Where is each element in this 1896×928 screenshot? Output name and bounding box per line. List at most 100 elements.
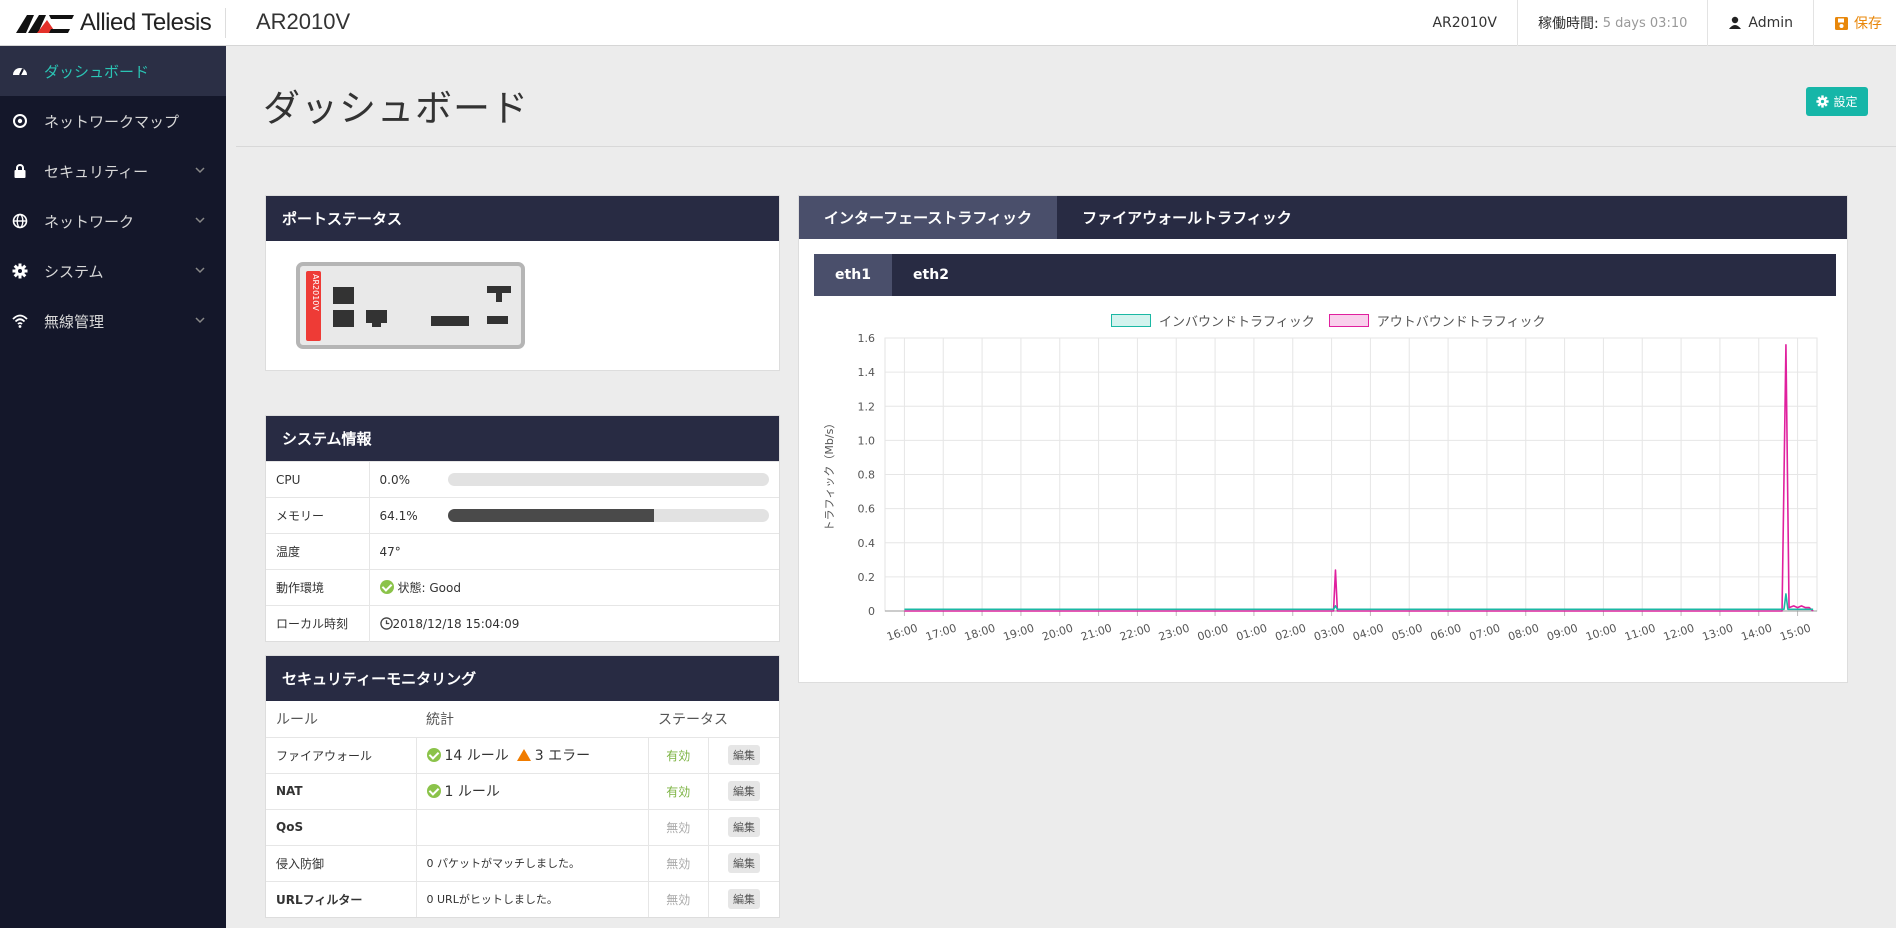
rule-name: QoS xyxy=(266,808,416,845)
sidebar-item-label: ネットワークマップ xyxy=(44,112,180,131)
allied-telesis-logo-icon xyxy=(16,15,74,33)
table-header: ルール 統計 ステータス xyxy=(266,701,779,737)
chevron-down-icon xyxy=(195,317,205,324)
legend-label-outbound: アウトバウンドトラフィック xyxy=(1376,315,1546,330)
x-tick-label: 10:00 xyxy=(1584,621,1618,643)
col-status: ステータス xyxy=(658,711,728,728)
status-badge: 有効 xyxy=(647,736,709,773)
gear-icon xyxy=(1816,95,1830,108)
x-tick-label: 01:00 xyxy=(1235,621,1269,643)
x-tick-label: 16:00 xyxy=(885,621,919,643)
x-tick-label: 06:00 xyxy=(1429,621,1463,643)
y-tick-label: 0 xyxy=(868,605,875,618)
sidebar-item-network[interactable]: ネットワーク xyxy=(0,196,226,246)
sidebar-item-system[interactable]: システム xyxy=(0,246,226,296)
panel-title: システム情報 xyxy=(266,416,779,461)
table-row: 温度 47° xyxy=(266,533,779,570)
series-line-outbound xyxy=(904,344,1814,612)
edit-button[interactable]: 編集 xyxy=(727,853,760,873)
tab-interface-traffic[interactable]: インターフェーストラフィック xyxy=(799,196,1058,239)
port[interactable] xyxy=(333,310,354,327)
x-tick-label: 21:00 xyxy=(1079,621,1113,643)
legend-swatch-inbound[interactable] xyxy=(1111,314,1151,327)
security-monitoring-panel: セキュリティーモニタリング ルール 統計 ステータス ファイアウォール 14 ル… xyxy=(265,655,780,918)
x-tick-label: 14:00 xyxy=(1740,621,1774,643)
sidebar-item-label: システム xyxy=(44,262,104,281)
status-badge: 無効 xyxy=(647,880,709,917)
port[interactable] xyxy=(487,286,511,293)
y-tick-label: 0.8 xyxy=(858,469,876,482)
save-icon xyxy=(1835,16,1848,30)
rule-count: 1 ルール xyxy=(444,784,500,800)
x-tick-label: 13:00 xyxy=(1701,621,1735,643)
device-name: AR2010V xyxy=(1412,0,1517,46)
user-icon xyxy=(1729,16,1742,29)
x-tick-label: 07:00 xyxy=(1468,621,1502,643)
edit-button[interactable]: 編集 xyxy=(727,745,760,765)
sidebar-item-label: セキュリティー xyxy=(44,162,149,181)
edit-cell: 編集 xyxy=(707,844,779,881)
x-tick-label: 19:00 xyxy=(1002,621,1036,643)
x-tick-label: 12:00 xyxy=(1662,621,1696,643)
col-rule: ルール xyxy=(276,711,318,728)
local-time-value: 2018/12/18 15:04:09 xyxy=(369,605,779,642)
edit-cell: 編集 xyxy=(707,772,779,809)
port[interactable] xyxy=(431,316,469,326)
device-name-text: AR2010V xyxy=(1432,15,1497,31)
x-tick-label: 11:00 xyxy=(1623,621,1657,643)
device-label: AR2010V xyxy=(311,274,320,311)
warning-icon xyxy=(516,749,531,761)
rule-stats: 0 パケットがマッチしました。 xyxy=(415,844,648,881)
y-tick-label: 0.6 xyxy=(858,503,876,516)
rule-name: URLフィルター xyxy=(266,880,416,917)
environment-label: 動作環境 xyxy=(266,569,370,606)
chevron-down-icon xyxy=(195,267,205,274)
table-row: 動作環境 状態: Good xyxy=(266,569,779,606)
user-menu[interactable]: Admin xyxy=(1707,0,1813,46)
device-brand-strip xyxy=(306,271,321,341)
globe-icon xyxy=(12,213,28,229)
port[interactable] xyxy=(366,310,387,323)
rule-stats: 1 ルール xyxy=(415,772,648,809)
rule-name: NAT xyxy=(266,772,416,809)
save-label: 保存 xyxy=(1854,16,1882,32)
x-tick-label: 20:00 xyxy=(1041,621,1075,643)
x-tick-label: 15:00 xyxy=(1778,621,1812,643)
cpu-label: CPU xyxy=(266,461,370,498)
port xyxy=(496,293,502,302)
rule-count: 14 ルール xyxy=(444,748,509,764)
top-bar: Allied Telesis AR2010V AR2010V 稼働時間: 5 d… xyxy=(0,0,1896,46)
sidebar: ダッシュボード ネットワークマップ セキュリティー ネットワーク システム 無線… xyxy=(0,46,226,928)
status-badge: 無効 xyxy=(647,844,709,881)
y-tick-label: 1.0 xyxy=(858,434,876,447)
x-tick-label: 09:00 xyxy=(1545,621,1579,643)
check-icon xyxy=(426,748,441,762)
status-badge: 有効 xyxy=(647,772,709,809)
table-row: QoS 無効 編集 xyxy=(266,808,779,845)
tab-eth2[interactable]: eth2 xyxy=(913,267,949,283)
legend-swatch-outbound[interactable] xyxy=(1328,314,1369,327)
edit-button[interactable]: 編集 xyxy=(727,817,760,837)
sidebar-item-security[interactable]: セキュリティー xyxy=(0,146,226,196)
sidebar-item-wireless[interactable]: 無線管理 xyxy=(0,296,226,346)
port[interactable] xyxy=(487,316,508,324)
traffic-panel: インターフェーストラフィック ファイアウォールトラフィック eth1 eth2 … xyxy=(798,195,1848,683)
traffic-chart: 0 0.2 0.4 0.6 0.8 1.0 1.2 1.4 1.6 16:00 17:00 18:00… xyxy=(823,332,1818,644)
uptime-label: 稼働時間: xyxy=(1537,16,1599,32)
sidebar-item-label: ネットワーク xyxy=(44,212,135,231)
rule-stats: 14 ルール 3 エラー xyxy=(415,736,648,773)
x-tick-label: 18:00 xyxy=(963,621,997,643)
brand-logo[interactable]: Allied Telesis xyxy=(16,9,212,37)
tab-firewall-traffic[interactable]: ファイアウォールトラフィック xyxy=(1082,209,1292,227)
port[interactable] xyxy=(333,287,354,304)
settings-button[interactable]: 設定 xyxy=(1806,87,1868,116)
save-button[interactable]: 保存 xyxy=(1813,0,1896,46)
table-row: ローカル時刻 2018/12/18 15:04:09 xyxy=(266,605,779,642)
wifi-icon xyxy=(12,314,28,328)
edit-button[interactable]: 編集 xyxy=(727,889,760,910)
tab-eth1[interactable]: eth1 xyxy=(814,254,892,296)
sidebar-item-dashboard[interactable]: ダッシュボード xyxy=(0,46,226,96)
check-icon xyxy=(379,580,394,594)
edit-button[interactable]: 編集 xyxy=(727,781,760,801)
sidebar-item-network-map[interactable]: ネットワークマップ xyxy=(0,96,226,146)
